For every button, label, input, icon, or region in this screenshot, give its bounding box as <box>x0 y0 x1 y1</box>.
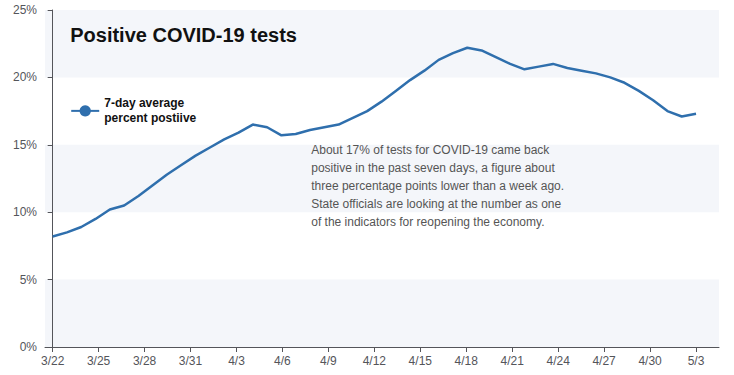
svg-text:State officials are looking at: State officials are looking at the numbe… <box>311 197 561 211</box>
svg-text:About 17% of tests for COVID-1: About 17% of tests for COVID-19 came bac… <box>311 143 550 157</box>
svg-text:25%: 25% <box>13 3 37 17</box>
svg-text:3/31: 3/31 <box>179 354 203 368</box>
svg-text:4/9: 4/9 <box>320 354 337 368</box>
svg-text:4/12: 4/12 <box>363 354 387 368</box>
svg-text:5%: 5% <box>20 273 38 287</box>
svg-text:percent postiive: percent postiive <box>104 111 196 125</box>
svg-text:4/27: 4/27 <box>592 354 616 368</box>
svg-text:Positive COVID-19 tests: Positive COVID-19 tests <box>70 24 297 46</box>
svg-text:15%: 15% <box>13 138 37 152</box>
svg-text:positive in the past seven day: positive in the past seven days, a figur… <box>311 161 555 175</box>
svg-text:3/22: 3/22 <box>41 354 65 368</box>
svg-text:4/15: 4/15 <box>409 354 433 368</box>
svg-text:4/6: 4/6 <box>274 354 291 368</box>
svg-text:4/24: 4/24 <box>546 354 570 368</box>
svg-text:of the indicators for reopenin: of the indicators for reopening the econ… <box>311 215 544 229</box>
svg-text:5/3: 5/3 <box>688 354 705 368</box>
svg-text:10%: 10% <box>13 205 37 219</box>
svg-text:4/18: 4/18 <box>455 354 479 368</box>
svg-text:three percentage points lower: three percentage points lower than a wee… <box>311 179 564 193</box>
svg-text:20%: 20% <box>13 70 37 84</box>
svg-text:4/3: 4/3 <box>228 354 245 368</box>
svg-text:0%: 0% <box>20 340 38 354</box>
svg-text:4/21: 4/21 <box>501 354 525 368</box>
svg-text:4/30: 4/30 <box>638 354 662 368</box>
svg-text:3/25: 3/25 <box>87 354 111 368</box>
svg-text:3/28: 3/28 <box>133 354 157 368</box>
svg-text:7-day average: 7-day average <box>104 96 184 110</box>
